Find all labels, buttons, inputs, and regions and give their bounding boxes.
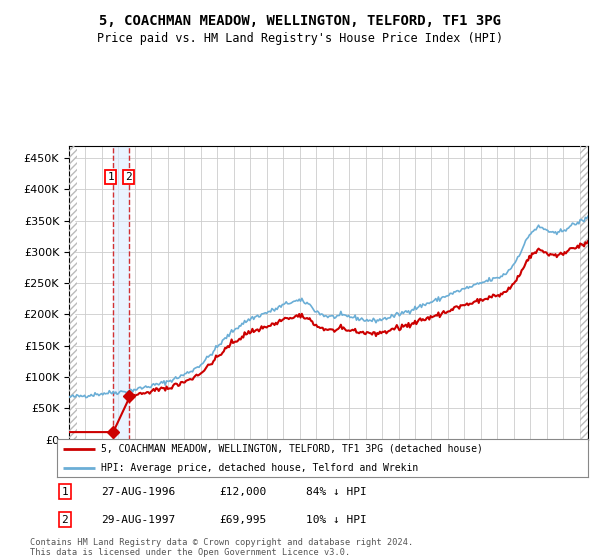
Bar (69, 146, 74, 440)
Text: HPI: Average price, detached house, Telford and Wrekin: HPI: Average price, detached house, Telf… (101, 463, 418, 473)
Bar (581, 146, 588, 440)
Text: 84% ↓ HPI: 84% ↓ HPI (306, 487, 367, 497)
Bar (580, 146, 588, 440)
Bar (113, 146, 129, 440)
Text: 1: 1 (61, 487, 68, 497)
Text: 2: 2 (61, 515, 68, 525)
Text: 5, COACHMAN MEADOW, WELLINGTON, TELFORD, TF1 3PG (detached house): 5, COACHMAN MEADOW, WELLINGTON, TELFORD,… (101, 444, 482, 454)
Text: Price paid vs. HM Land Registry's House Price Index (HPI): Price paid vs. HM Land Registry's House … (97, 32, 503, 45)
Text: 29-AUG-1997: 29-AUG-1997 (101, 515, 175, 525)
Text: 2: 2 (125, 172, 131, 182)
Text: £69,995: £69,995 (219, 515, 266, 525)
Text: 1: 1 (107, 172, 114, 182)
Text: 5, COACHMAN MEADOW, WELLINGTON, TELFORD, TF1 3PG: 5, COACHMAN MEADOW, WELLINGTON, TELFORD,… (99, 14, 501, 28)
Text: 10% ↓ HPI: 10% ↓ HPI (306, 515, 367, 525)
Text: £12,000: £12,000 (219, 487, 266, 497)
Text: 27-AUG-1996: 27-AUG-1996 (101, 487, 175, 497)
Bar (69, 146, 77, 440)
Text: Contains HM Land Registry data © Crown copyright and database right 2024.
This d: Contains HM Land Registry data © Crown c… (30, 538, 413, 557)
